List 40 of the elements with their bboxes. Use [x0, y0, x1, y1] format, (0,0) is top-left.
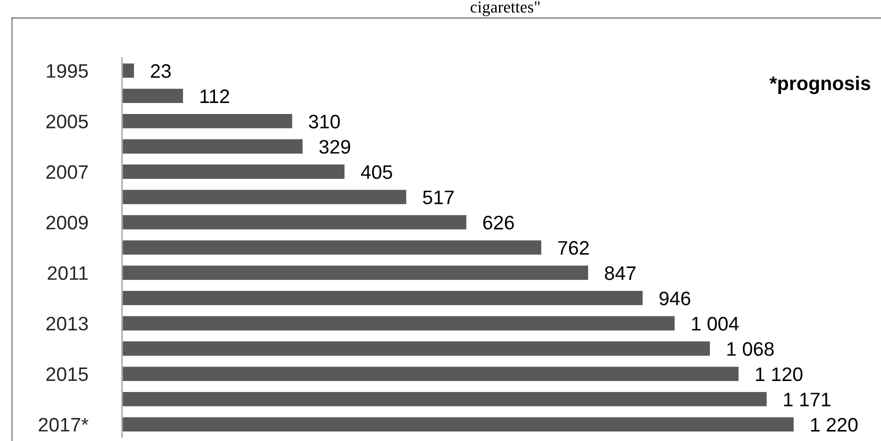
- bar: [122, 314, 676, 332]
- chart-title: cigarettes": [470, 1, 540, 16]
- bar: [122, 365, 740, 382]
- data-label: 1 068: [727, 342, 774, 356]
- y-tick-label: 2007: [46, 165, 88, 179]
- bar: [122, 416, 796, 433]
- data-label: 310: [308, 114, 340, 128]
- bar: [122, 340, 712, 358]
- bar: [122, 112, 294, 130]
- bar: [122, 290, 644, 307]
- y-tick-label: 2005: [46, 114, 88, 128]
- data-label: 517: [422, 190, 454, 204]
- bar: [122, 264, 590, 282]
- bar: [122, 87, 184, 104]
- bar: [122, 188, 408, 206]
- y-tick-label: 2013: [46, 316, 88, 331]
- y-tick-label: 2017*: [38, 418, 88, 432]
- data-label: 1 120: [756, 367, 802, 382]
- data-label: 762: [558, 241, 589, 255]
- data-label: 946: [660, 292, 690, 306]
- bar: [122, 62, 136, 80]
- data-label: 1 171: [784, 392, 830, 406]
- data-label: 1 220: [811, 418, 858, 432]
- data-label: 23: [150, 64, 171, 78]
- y-tick-label: 2011: [48, 266, 88, 280]
- data-label: 112: [200, 89, 230, 104]
- data-label: 405: [360, 165, 392, 180]
- bar: [122, 214, 468, 231]
- y-tick-label: 1995: [46, 64, 88, 78]
- y-tick-label: 2015: [46, 367, 88, 382]
- data-label: 329: [319, 140, 350, 154]
- bar: [122, 238, 543, 256]
- data-label: 847: [604, 266, 636, 280]
- bar: [122, 163, 346, 180]
- y-tick-label: 2009: [46, 216, 88, 230]
- bar: [122, 138, 304, 155]
- annotation: *prognosis: [770, 76, 870, 94]
- data-label: 626: [483, 216, 514, 230]
- data-label: 1 004: [692, 316, 739, 331]
- bar: [122, 390, 768, 408]
